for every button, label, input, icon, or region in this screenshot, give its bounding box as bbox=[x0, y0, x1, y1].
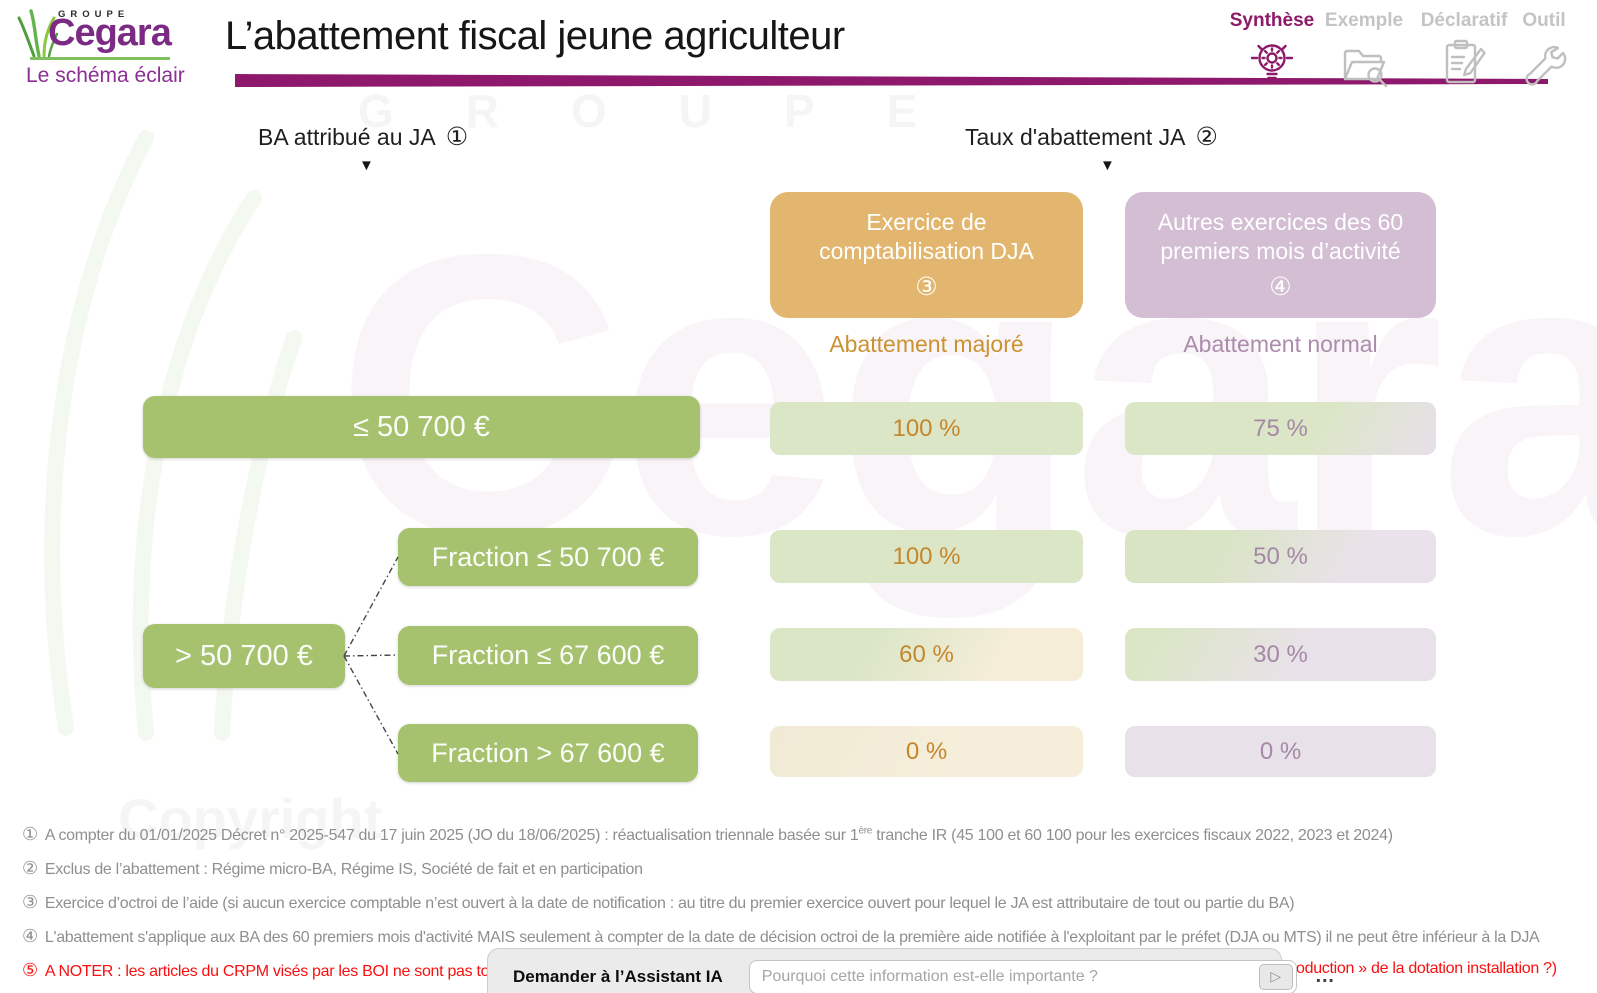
title-underline bbox=[235, 74, 1548, 87]
folder-search-icon bbox=[1343, 49, 1388, 88]
assistant-label: Demander à l’Assistant IA bbox=[513, 966, 723, 986]
header-box-exercice-dja-title: Exercice de comptabilisation DJA bbox=[819, 209, 1034, 264]
tab-exemple-label: Exemple bbox=[1324, 10, 1404, 31]
footnote-ref-1: ① bbox=[445, 123, 469, 151]
row-label-sup-50700: > 50 700 € bbox=[143, 624, 345, 688]
watermark-groupe: GROUPE bbox=[358, 85, 990, 137]
clipboard-pencil-icon bbox=[1445, 39, 1486, 84]
branch-connector-lines bbox=[343, 556, 399, 755]
footnote-ref-4: ④ bbox=[1269, 273, 1292, 301]
footnote-4-marker: ④ bbox=[22, 926, 38, 946]
triangle-down-icon: ▼ bbox=[1100, 157, 1115, 174]
cell-normal-row0: 75 % bbox=[1125, 402, 1436, 455]
assistant-input-wrap: ▷ bbox=[748, 959, 1297, 993]
footnote-3-marker: ③ bbox=[22, 892, 38, 912]
column-header-ba-label: BA attribué au JA bbox=[258, 124, 436, 150]
row-label-fraction-inf-50700: Fraction ≤ 50 700 € bbox=[398, 528, 698, 586]
row-label-inf-50700: ≤ 50 700 € bbox=[143, 396, 700, 458]
footnote-1: ① A compter du 01/01/2025 Décret n° 2025-… bbox=[22, 824, 1393, 845]
wrench-icon bbox=[1525, 45, 1567, 86]
watermark-copyright: Copyright bbox=[118, 787, 383, 850]
cell-majore-row2: 60 % bbox=[770, 628, 1083, 681]
tab-outil[interactable]: Outil bbox=[1506, 10, 1582, 94]
triangle-down-icon: ▼ bbox=[359, 157, 374, 174]
row-label-fraction-inf-67600: Fraction ≤ 67 600 € bbox=[398, 626, 698, 685]
footnote-ref-3: ③ bbox=[915, 273, 938, 301]
column-header-taux-label: Taux d'abattement JA bbox=[965, 124, 1186, 150]
column-header-ba: BA attribué au JA ① bbox=[258, 122, 468, 152]
footnote-5-marker: ⑤ bbox=[22, 960, 38, 980]
footnote-1-sup: ère bbox=[858, 825, 873, 837]
send-icon: ▷ bbox=[1270, 968, 1282, 984]
footnote-3-text: Exercice d’octroi de l’aide (si aucun ex… bbox=[44, 895, 1295, 912]
tab-synthese-label: Synthèse bbox=[1229, 10, 1315, 31]
row-label-fraction-sup-67600: Fraction > 67 600 € bbox=[398, 724, 698, 782]
footnote-1-text-end: tranche IR (45 100 et 60 100 pour les ex… bbox=[872, 827, 1393, 844]
header-box-autres-exercices-title: Autres exercices des 60 premiers mois d’… bbox=[1157, 209, 1404, 264]
footnote-5: ⑤ A NOTER : les articles du CRPM visés pa… bbox=[22, 960, 519, 981]
logo-groupe-text: GROUPE bbox=[58, 9, 130, 20]
footnote-2: ② Exclus de l’abattement : Régime micro-B… bbox=[22, 858, 643, 879]
header-box-exercice-dja: Exercice de comptabilisation DJA ③ bbox=[770, 192, 1083, 318]
subtitle-abattement-majore: Abattement majoré bbox=[829, 331, 1024, 357]
footnote-4-text: L'abattement s'applique aux BA des 60 pr… bbox=[44, 929, 1540, 946]
assistant-bar: Demander à l’Assistant IA ▷ … bbox=[487, 948, 1335, 993]
logo-tagline: Le schéma éclair bbox=[26, 64, 185, 87]
tab-declaratif[interactable]: Déclaratif bbox=[1412, 10, 1516, 94]
footnote-1-text: A compter du 01/01/2025 Décret n° 2025-5… bbox=[44, 827, 859, 844]
cell-normal-row3: 0 % bbox=[1125, 726, 1436, 777]
footnote-2-marker: ② bbox=[22, 858, 38, 878]
tab-declaratif-label: Déclaratif bbox=[1420, 10, 1508, 31]
cell-majore-row3: 0 % bbox=[770, 726, 1083, 777]
footnote-1-marker: ① bbox=[22, 824, 38, 844]
subtitle-abattement-normal: Abattement normal bbox=[1183, 331, 1378, 357]
logo-brand-name: Cegara bbox=[48, 12, 172, 54]
logo-grass-icon bbox=[17, 9, 58, 58]
cell-majore-row0: 100 % bbox=[770, 402, 1083, 455]
logo-divider bbox=[30, 57, 170, 60]
lightbulb-gear-icon bbox=[1250, 44, 1294, 84]
tab-outil-label: Outil bbox=[1522, 10, 1566, 31]
tab-exemple[interactable]: Exemple bbox=[1320, 10, 1408, 94]
page-title: L’abattement fiscal jeune agriculteur bbox=[225, 14, 845, 58]
footnote-3: ③ Exercice d’octroi de l’aide (si aucun e… bbox=[22, 892, 1295, 913]
footnote-5-text-right: oduction » de la dotation installation ?… bbox=[1296, 960, 1557, 977]
assistant-question-input[interactable] bbox=[748, 959, 1297, 993]
footnote-5-text-left: A NOTER : les articles du CRPM visés par… bbox=[44, 963, 519, 980]
cell-normal-row1: 50 % bbox=[1125, 530, 1436, 583]
cell-majore-row1: 100 % bbox=[770, 530, 1083, 583]
more-options-button[interactable]: … bbox=[1314, 965, 1336, 987]
cell-normal-row2: 30 % bbox=[1125, 628, 1436, 681]
tab-synthese[interactable]: Synthèse bbox=[1222, 10, 1322, 94]
footnote-ref-2: ② bbox=[1195, 123, 1218, 151]
column-header-taux: Taux d'abattement JA ② bbox=[965, 122, 1218, 152]
header-box-autres-exercices: Autres exercices des 60 premiers mois d’… bbox=[1125, 192, 1436, 318]
send-button[interactable]: ▷ bbox=[1258, 963, 1293, 990]
footnote-4: ④ L'abattement s'applique aux BA des 60 p… bbox=[22, 926, 1540, 947]
footnote-2-text: Exclus de l’abattement : Régime micro-BA… bbox=[44, 861, 643, 878]
